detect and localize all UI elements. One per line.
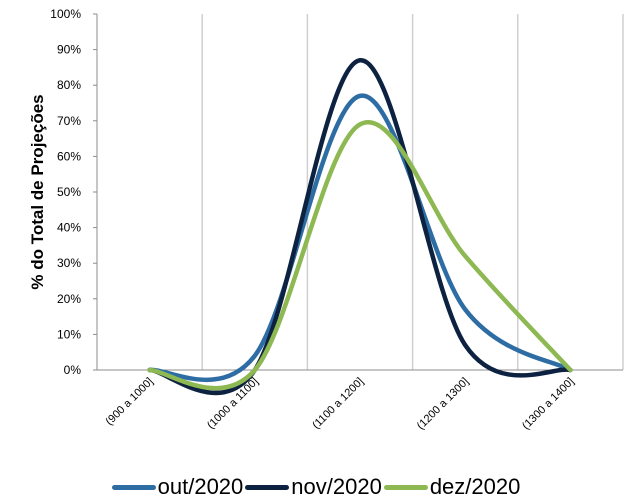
- legend-swatch: [245, 484, 290, 490]
- vertical-gridlines: [201, 14, 624, 370]
- legend-item: nov/2020: [245, 474, 382, 500]
- y-tick-label: 100%: [50, 7, 81, 21]
- legend-label: nov/2020: [291, 474, 382, 499]
- series-line-nov-2020: [147, 58, 573, 396]
- x-tick-label: (900 a 1000]: [104, 376, 156, 428]
- x-tick-label: (1200 a 1300]: [415, 376, 471, 432]
- y-tick-label: 30%: [57, 256, 81, 270]
- legend: out/2020 nov/2020 dez/2020: [0, 472, 632, 502]
- y-tick-label: 20%: [57, 292, 81, 306]
- y-tick-label: 90%: [57, 43, 81, 57]
- y-tick-label: 50%: [57, 185, 81, 199]
- x-axis-tick-labels: (900 a 1000] (1000 a 1100] (1100 a 1200] (1…: [104, 376, 577, 432]
- legend-label: dez/2020: [429, 474, 521, 499]
- legend-item: out/2020: [111, 474, 244, 500]
- legend-swatch: [383, 484, 428, 490]
- y-tick-label: 70%: [57, 114, 81, 128]
- y-tick-label: 0%: [64, 363, 82, 377]
- chart-canvas: 0% 10% 20% 30% 40% 50% 60% 70% 80% 90% 100% (900 a…: [28, 7, 624, 432]
- y-axis-label: % do Total de Projeções: [28, 94, 47, 289]
- y-tick-label: 80%: [57, 78, 81, 92]
- series-line-out-2020: [147, 93, 573, 383]
- x-tick-label: (1300 a 1400]: [520, 376, 576, 432]
- legend-swatch: [111, 484, 156, 490]
- y-tick-label: 60%: [57, 149, 81, 163]
- y-tick-label: 10%: [57, 327, 81, 341]
- x-axis: [96, 14, 623, 371]
- legend-item: dez/2020: [383, 474, 521, 500]
- series-line-dez-2020: [147, 119, 573, 391]
- legend-label: out/2020: [157, 474, 244, 499]
- y-axis-tick-labels: 0% 10% 20% 30% 40% 50% 60% 70% 80% 90% 100%: [50, 7, 97, 377]
- series-lines: [147, 58, 573, 396]
- y-tick-label: 40%: [57, 221, 81, 235]
- x-tick-label: (1100 a 1200]: [310, 376, 366, 432]
